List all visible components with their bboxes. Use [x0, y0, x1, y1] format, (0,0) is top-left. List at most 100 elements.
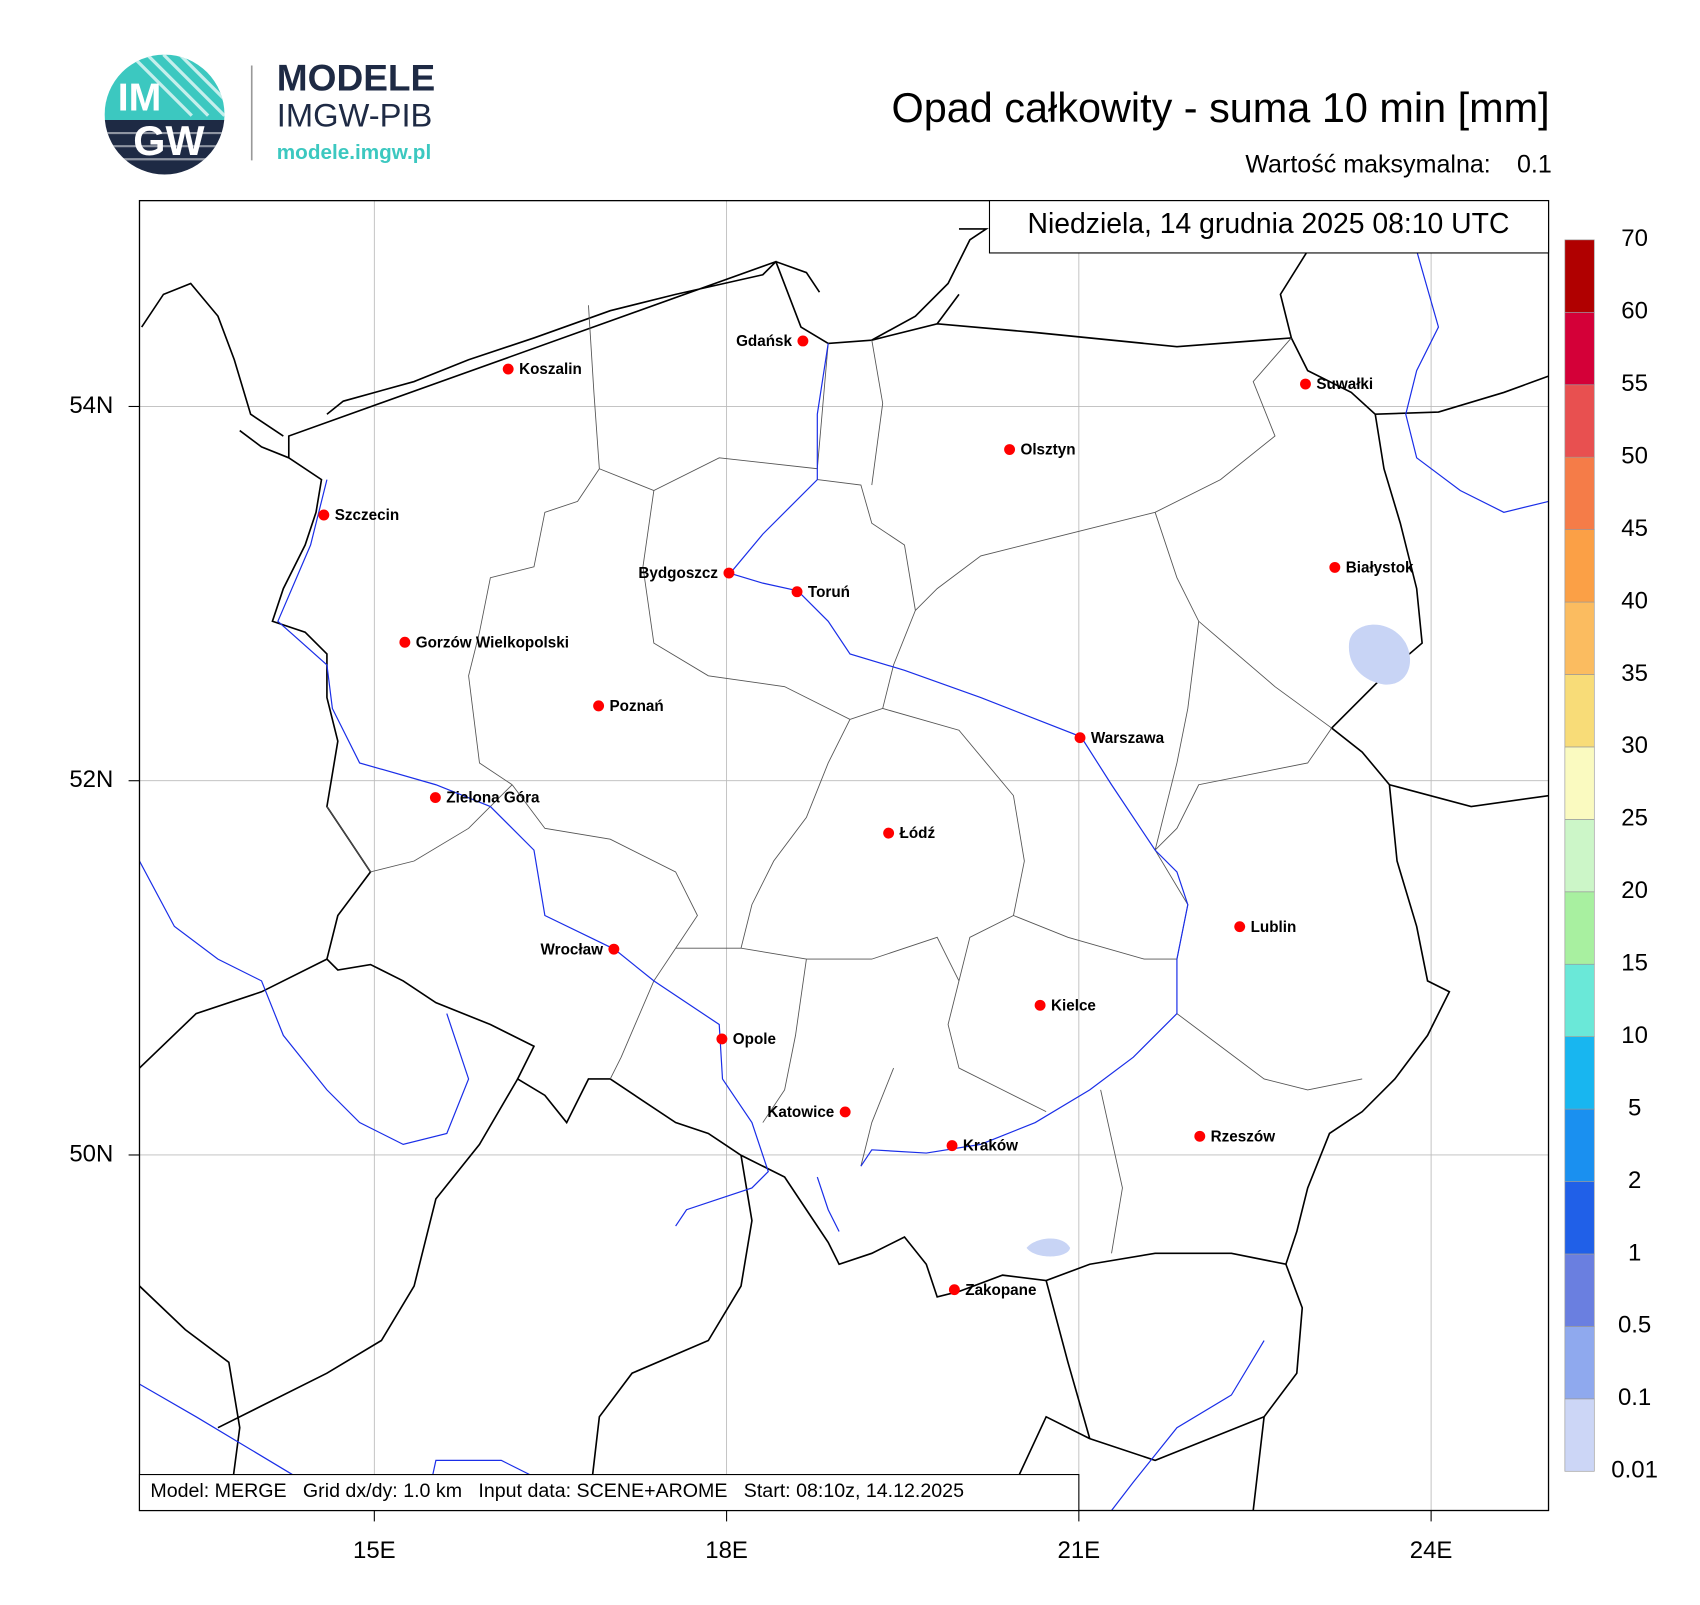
colorbar-box [1564, 1181, 1595, 1255]
city-marker [429, 792, 441, 804]
city-label: Toruń [808, 584, 850, 601]
city-label: Wrocław [541, 941, 604, 958]
colorbar-box [1564, 456, 1595, 530]
city-label: Olsztyn [1020, 442, 1075, 459]
colorbar-label: 55 [1621, 370, 1648, 397]
colorbar-label: 45 [1621, 515, 1648, 542]
colorbar-label: 50 [1621, 443, 1648, 470]
city-label: Zielona Góra [446, 790, 540, 807]
city-marker [948, 1284, 960, 1296]
plot-frame [138, 199, 1550, 1512]
colorbar-label: 40 [1621, 587, 1648, 614]
colorbar-box [1564, 891, 1595, 965]
city-label: Łódź [900, 825, 936, 842]
city-marker [1300, 378, 1311, 390]
city-marker [502, 363, 514, 375]
colorbar-box [1564, 384, 1595, 458]
colorbar-label: 35 [1621, 660, 1648, 687]
colorbar-label: 0.1 [1618, 1384, 1651, 1411]
x-tick-label: 21E [1058, 1537, 1101, 1564]
city-marker [318, 509, 330, 521]
city-label: Koszalin [519, 361, 582, 378]
city-marker [883, 827, 895, 839]
city-marker [1234, 921, 1246, 933]
city-label: Białystok [1346, 560, 1414, 577]
city-marker [608, 943, 620, 955]
colorbar-box [1564, 1253, 1595, 1327]
plot-area: 15E 18E 21E 24E 50N 52N 54N Gdańsk Koszalin Suwa… [69, 199, 1550, 1564]
city-marker [1329, 561, 1341, 573]
title: Opad całkowity - suma 10 min [mm] [892, 85, 1550, 131]
city-label: Szczecin [335, 507, 399, 524]
city-label: Suwałki [1316, 376, 1373, 393]
city-marker [1004, 444, 1016, 455]
city-marker [791, 586, 803, 598]
colorbar-label: 25 [1621, 805, 1648, 832]
colorbar-label: 20 [1621, 877, 1648, 904]
colorbar-label: 30 [1621, 732, 1648, 759]
brand: MODELE [277, 57, 435, 99]
geography [139, 228, 1549, 1511]
colorbar-label: 1 [1628, 1239, 1641, 1266]
colorbar-label: 60 [1621, 298, 1648, 325]
colorbar-box [1564, 311, 1595, 386]
colorbar-label: 0.01 [1611, 1457, 1658, 1484]
x-tick-label: 24E [1410, 1537, 1453, 1564]
y-tick-label: 50N [69, 1140, 113, 1167]
city-marker [593, 700, 605, 712]
y-tick-label: 52N [69, 766, 113, 793]
city-label: Kraków [963, 1138, 1018, 1155]
city-label: Rzeszów [1211, 1128, 1276, 1145]
city-marker [716, 1033, 728, 1045]
brand-sub: IMGW-PIB [277, 96, 433, 133]
x-tick-label: 18E [705, 1537, 748, 1564]
city-label: Katowice [767, 1104, 834, 1121]
city-label: Kielce [1051, 997, 1096, 1014]
city-marker [946, 1140, 958, 1152]
colorbar-box [1564, 1326, 1595, 1400]
city-label: Zakopane [965, 1282, 1036, 1299]
logo: IM GW MODELE IMGW-PIB modele.imgw.pl [104, 54, 435, 175]
colorbar-box [1564, 1398, 1595, 1472]
colorbar-box [1564, 819, 1595, 893]
y-tick-label: 54N [69, 392, 113, 419]
colorbar-label: 10 [1621, 1022, 1648, 1049]
colorbar-label: 5 [1628, 1094, 1641, 1121]
colorbar-box [1564, 239, 1595, 313]
colorbar-label: 2 [1628, 1167, 1641, 1194]
city-label: Gdańsk [736, 333, 792, 350]
city-marker [723, 567, 735, 579]
city-marker [1074, 732, 1086, 744]
city-label: Lublin [1251, 919, 1297, 936]
city-label: Opole [733, 1031, 776, 1048]
x-tick-label: 15E [353, 1537, 396, 1564]
city-marker [839, 1106, 851, 1118]
colorbar-box [1564, 963, 1595, 1037]
footer: Model: MERGE Grid dx/dy: 1.0 km Input da… [150, 1480, 964, 1502]
city-label: Bydgoszcz [638, 565, 718, 582]
city-label: Poznań [609, 698, 663, 715]
city-marker [797, 335, 809, 347]
date: Niedziela, 14 grudnia 2025 08:10 UTC [1028, 208, 1510, 240]
city-marker [399, 636, 411, 648]
colorbar-box [1564, 1108, 1595, 1182]
city-marker [1034, 999, 1046, 1011]
logo-text: GW [133, 118, 205, 164]
brand-url: modele.imgw.pl [277, 141, 431, 164]
colorbar-label: 70 [1621, 225, 1648, 252]
logo-text: IM [118, 76, 162, 120]
colorbar-box [1564, 674, 1595, 748]
footer-box [138, 1474, 1080, 1512]
colorbar-box [1564, 1036, 1595, 1110]
max-label: Wartość maksymalna: [1245, 150, 1490, 178]
max-value: 0.1 [1517, 150, 1552, 178]
date-box [988, 200, 1550, 254]
colorbar-label: 0.5 [1618, 1312, 1651, 1339]
city-marker [1194, 1130, 1206, 1142]
colorbar-box [1564, 529, 1595, 603]
colorbar-box [1564, 746, 1595, 820]
colorbar-label: 15 [1621, 950, 1648, 977]
